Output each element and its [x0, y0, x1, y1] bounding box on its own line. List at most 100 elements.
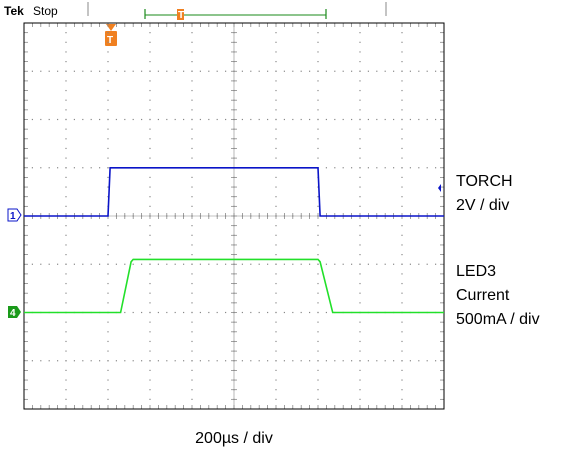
grid-dot	[65, 70, 67, 72]
grid-dot	[166, 360, 168, 362]
grid-dot	[317, 282, 319, 285]
grid-dot	[393, 263, 395, 265]
grid-dot	[275, 398, 277, 400]
grid-dot	[317, 157, 319, 159]
grid-dot	[359, 128, 361, 130]
svg-text:T: T	[178, 10, 184, 21]
grid-dot	[132, 360, 134, 362]
grid-dot	[149, 205, 151, 207]
grid-dot	[275, 369, 277, 371]
grid-dot	[359, 398, 361, 400]
grid-dot	[418, 118, 420, 121]
grid-dot	[149, 80, 151, 82]
grid-dot	[359, 70, 361, 72]
grid-dot	[317, 138, 319, 140]
grid-dot	[426, 70, 428, 72]
grid-dot	[401, 273, 403, 275]
grid-dot	[401, 167, 403, 169]
grid-dot	[191, 99, 193, 101]
grid-dot	[191, 302, 193, 304]
grid-dot	[275, 176, 277, 178]
grid-dot	[65, 167, 67, 169]
grid-dot	[216, 311, 218, 314]
grid-dot	[57, 70, 59, 72]
grid-dot	[107, 398, 109, 400]
grid-dot	[124, 118, 126, 121]
grid-dot	[107, 379, 109, 381]
grid-dot	[31, 118, 33, 121]
grid-dot	[48, 118, 50, 121]
grid-dot	[401, 292, 403, 294]
grid-dot	[359, 282, 361, 285]
grid-dot	[174, 70, 176, 72]
grid-dot	[157, 311, 159, 314]
grid-dot	[401, 360, 403, 362]
grid-dot	[359, 205, 361, 207]
grid-dot	[90, 70, 92, 72]
grid-dot	[275, 128, 277, 130]
grid-dot	[359, 321, 361, 323]
grid-dot	[65, 350, 67, 352]
grid-dot	[342, 263, 344, 265]
grid-dot	[401, 321, 403, 323]
grid-dot	[149, 99, 151, 101]
grid-dot	[435, 118, 437, 121]
grid-dot	[115, 118, 117, 121]
grid-dot	[65, 302, 67, 304]
grid-dot	[99, 360, 101, 362]
grid-dot	[191, 109, 193, 111]
grid-dot	[90, 118, 92, 121]
grid-dot	[65, 176, 67, 178]
grid-dot	[317, 379, 319, 381]
grid-dot	[435, 70, 437, 72]
grid-dot	[65, 41, 67, 43]
grid-dot	[40, 360, 42, 362]
grid-dot	[115, 360, 117, 362]
grid-dot	[191, 157, 193, 159]
grid-dot	[65, 389, 67, 391]
grid-dot	[317, 398, 319, 400]
grid-dot	[401, 196, 403, 198]
grid-dot	[275, 41, 277, 43]
grid-dot	[401, 80, 403, 82]
grid-dot	[359, 389, 361, 391]
grid-dot	[99, 263, 101, 265]
grid-dot	[107, 331, 109, 333]
grid-dot	[275, 263, 277, 265]
svg-text:T: T	[107, 35, 113, 46]
grid-dot	[351, 360, 353, 362]
grid-dot	[149, 311, 151, 314]
series-label-led3-line3: 500mA / div	[456, 311, 540, 328]
grid-dot	[258, 360, 260, 362]
grid-dot	[191, 147, 193, 150]
grid-dot	[275, 273, 277, 275]
grid-dot	[309, 263, 311, 265]
grid-dot	[435, 263, 437, 265]
grid-dot	[309, 118, 311, 121]
grid-dot	[275, 205, 277, 207]
grid-dot	[258, 263, 260, 265]
grid-dot	[309, 360, 311, 362]
grid-dot	[149, 321, 151, 323]
grid-dot	[317, 118, 319, 121]
reference-arrow-icon	[438, 184, 441, 192]
grid-dot	[334, 360, 336, 362]
grid-dot	[191, 292, 193, 294]
grid-dot	[157, 360, 159, 362]
grid-dot	[258, 118, 260, 121]
grid-dot	[31, 167, 33, 169]
grid-dot	[132, 118, 134, 121]
grid-dot	[300, 263, 302, 265]
grid-dot	[149, 157, 151, 159]
grid-dot	[401, 186, 403, 188]
grid-dot	[107, 51, 109, 53]
grid-dot	[65, 205, 67, 207]
grid-dot	[359, 369, 361, 371]
grid-dot	[183, 360, 185, 362]
grid-dot	[317, 61, 319, 63]
grid-dot	[65, 340, 67, 343]
grid-dot	[107, 138, 109, 140]
grid-dot	[384, 70, 386, 72]
grid-dot	[141, 360, 143, 362]
grid-dot	[132, 263, 134, 265]
